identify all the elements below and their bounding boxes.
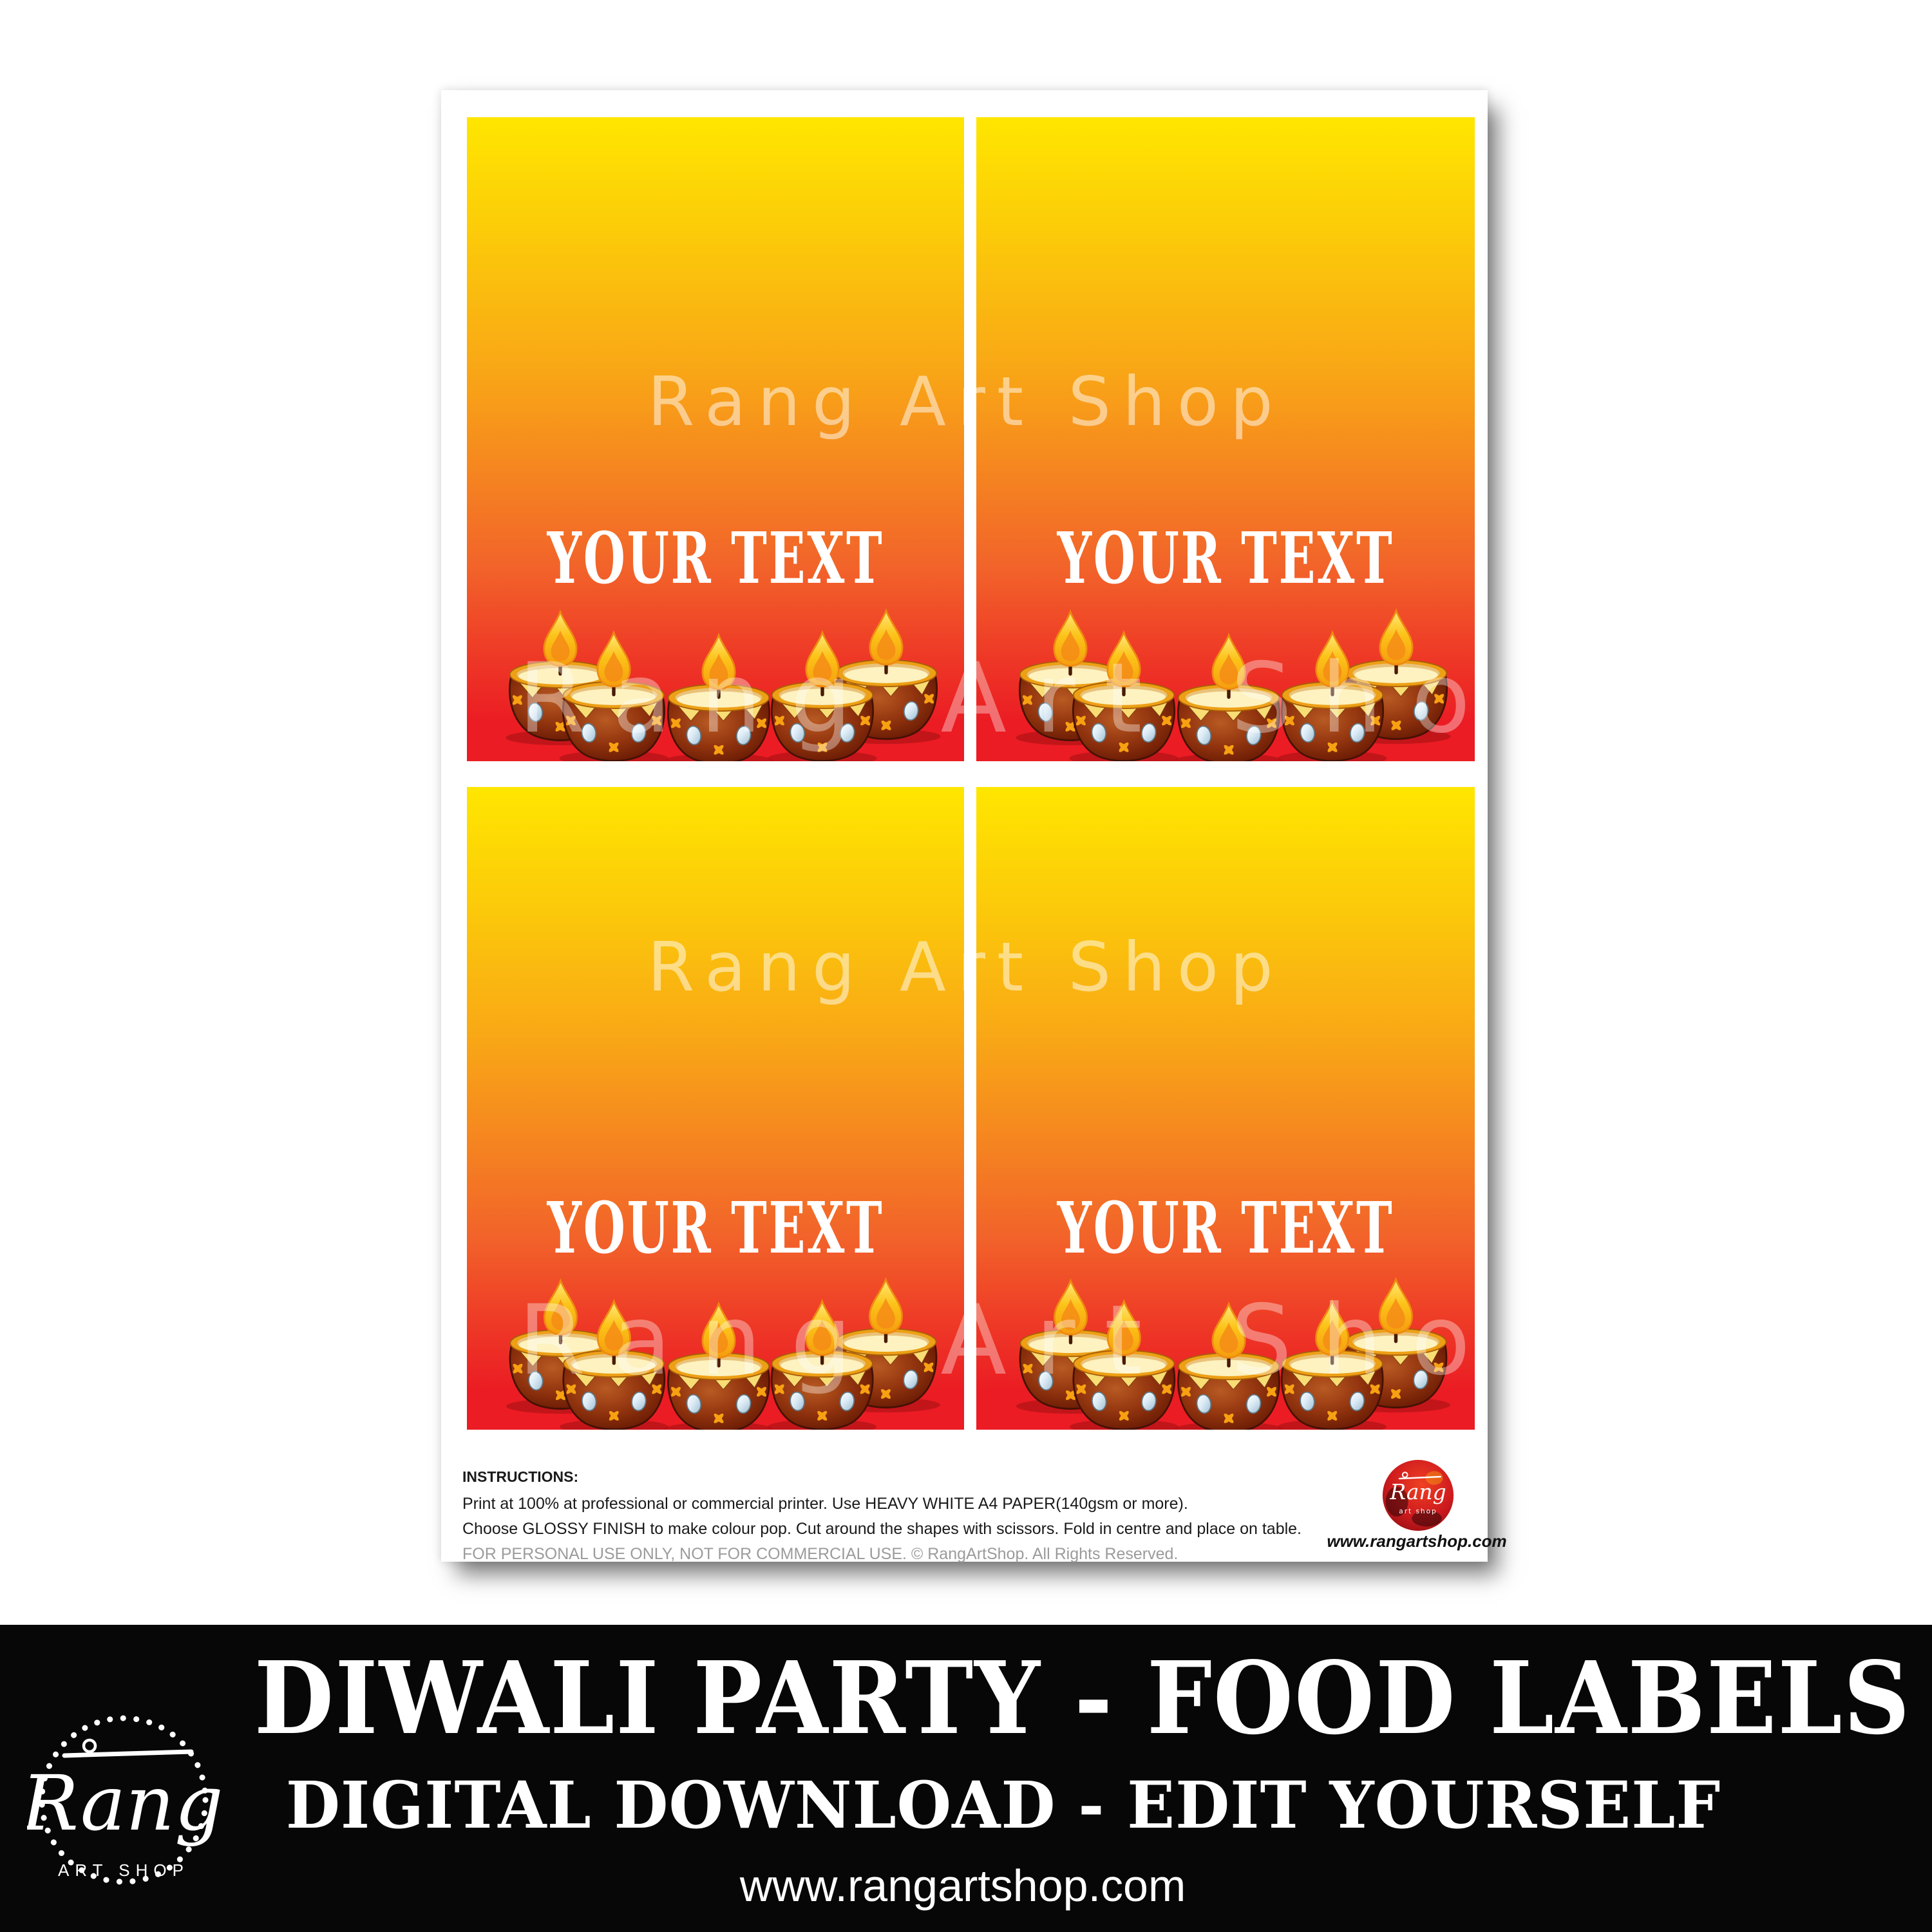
diya-lamps-illustration (505, 609, 942, 761)
card-placeholder-text: YOUR TEXT (1057, 516, 1394, 600)
logo-name-text: Rang (1389, 1479, 1446, 1504)
diya-lamps-illustration (505, 1278, 942, 1430)
food-label-card: YOUR TEXT (976, 117, 1475, 761)
instructions-line: Print at 100% at professional or commerc… (462, 1495, 1188, 1513)
copyright-line: FOR PERSONAL USE ONLY, NOT FOR COMMERCIA… (462, 1545, 1179, 1563)
website-url-paper: www.rangartshop.com (1327, 1531, 1507, 1551)
card-placeholder-text: YOUR TEXT (547, 516, 884, 600)
diya-lamps-illustration (1015, 1278, 1452, 1430)
footer-banner: Rang ART SHOP DIWALI PARTY - FOOD LABELS… (0, 1625, 1932, 1932)
instructions-line: Choose GLOSSY FINISH to make colour pop.… (462, 1520, 1302, 1538)
rang-art-shop-logo-small: Rang art shop (1382, 1459, 1454, 1531)
card-placeholder-text: YOUR TEXT (547, 1186, 884, 1269)
logo-subtitle-text: art shop (1399, 1507, 1437, 1515)
rang-art-shop-logo: Rang ART SHOP (27, 1715, 220, 1885)
logo-subtitle-text: ART SHOP (58, 1861, 189, 1880)
printable-sheet: YOUR TEXT YOUR TEXT YOUR TEXT YOUR TEXT (441, 90, 1507, 1564)
card-placeholder-text: YOUR TEXT (1057, 1186, 1394, 1269)
food-label-card: YOUR TEXT (467, 117, 964, 761)
instructions-heading: INSTRUCTIONS: (462, 1468, 579, 1485)
diya-lamps-illustration (1015, 609, 1452, 761)
logo-name-text: Rang (27, 1759, 220, 1848)
food-label-card: YOUR TEXT (467, 787, 964, 1430)
instructions-block: INSTRUCTIONS: Print at 100% at professio… (462, 1468, 1377, 1564)
product-subtitle: DIGITAL DOWNLOAD - EDIT YOURSELF (285, 1767, 1721, 1843)
food-label-card: YOUR TEXT (976, 787, 1475, 1430)
product-title: DIWALI PARTY - FOOD LABELS (254, 1639, 1911, 1757)
website-url-banner: www.rangartshop.com (739, 1861, 1186, 1911)
